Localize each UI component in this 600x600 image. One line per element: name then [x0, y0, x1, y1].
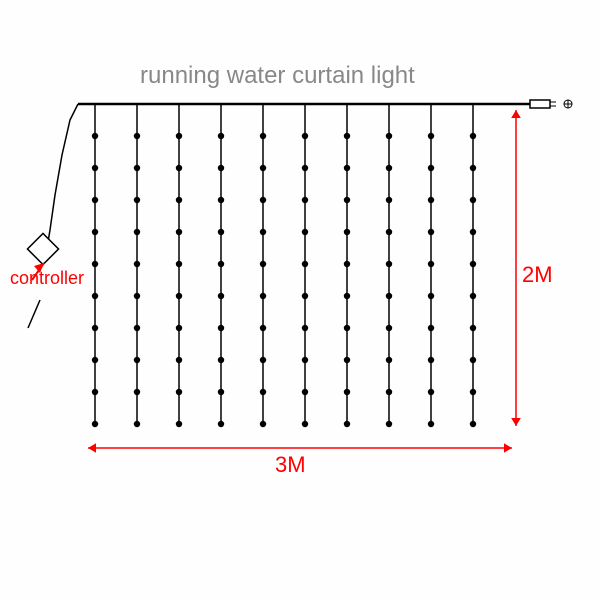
curtain-light-diagram	[0, 0, 600, 600]
diagram-title: running water curtain light	[140, 62, 415, 90]
controller-label: controller	[10, 268, 84, 289]
height-dimension-label: 2M	[522, 262, 553, 288]
width-dimension-label: 3M	[275, 452, 306, 478]
